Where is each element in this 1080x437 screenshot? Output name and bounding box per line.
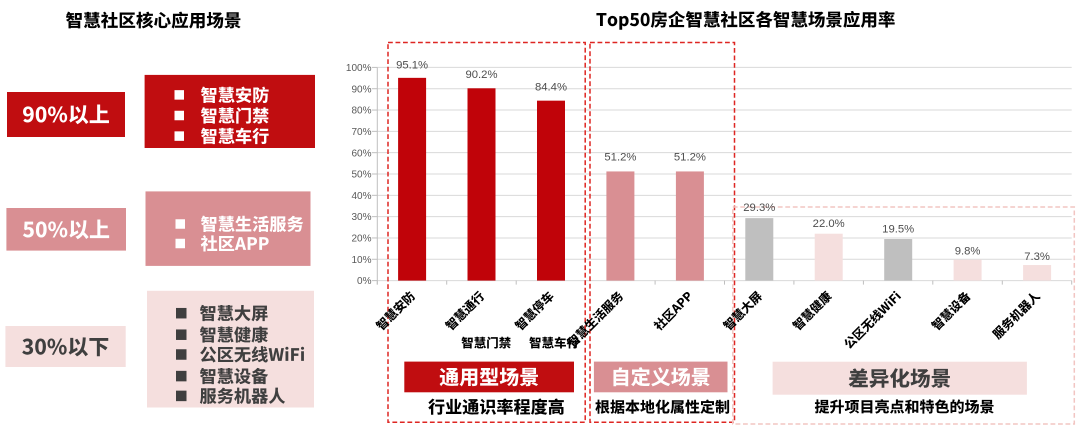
svg-text:7.3%: 7.3% bbox=[1024, 251, 1050, 263]
svg-text:95.1%: 95.1% bbox=[396, 59, 428, 71]
svg-text:100%: 100% bbox=[346, 63, 372, 74]
svg-text:30%: 30% bbox=[351, 212, 371, 223]
svg-text:90%: 90% bbox=[351, 84, 371, 95]
svg-text:20%: 20% bbox=[351, 234, 371, 245]
svg-text:80%: 80% bbox=[351, 106, 371, 117]
svg-text:84.4%: 84.4% bbox=[535, 81, 567, 93]
svg-text:40%: 40% bbox=[351, 191, 371, 202]
svg-text:10%: 10% bbox=[351, 255, 371, 266]
svg-text:19.5%: 19.5% bbox=[882, 223, 914, 235]
svg-text:90.2%: 90.2% bbox=[465, 69, 497, 81]
svg-text:70%: 70% bbox=[351, 127, 371, 138]
svg-text:9.8%: 9.8% bbox=[955, 246, 981, 258]
svg-text:51.2%: 51.2% bbox=[604, 152, 636, 164]
svg-text:60%: 60% bbox=[351, 148, 371, 159]
svg-text:0%: 0% bbox=[357, 276, 372, 287]
svg-text:29.3%: 29.3% bbox=[743, 202, 775, 214]
svg-text:51.2%: 51.2% bbox=[674, 152, 706, 164]
svg-text:22.0%: 22.0% bbox=[813, 218, 845, 230]
svg-text:50%: 50% bbox=[351, 170, 371, 181]
